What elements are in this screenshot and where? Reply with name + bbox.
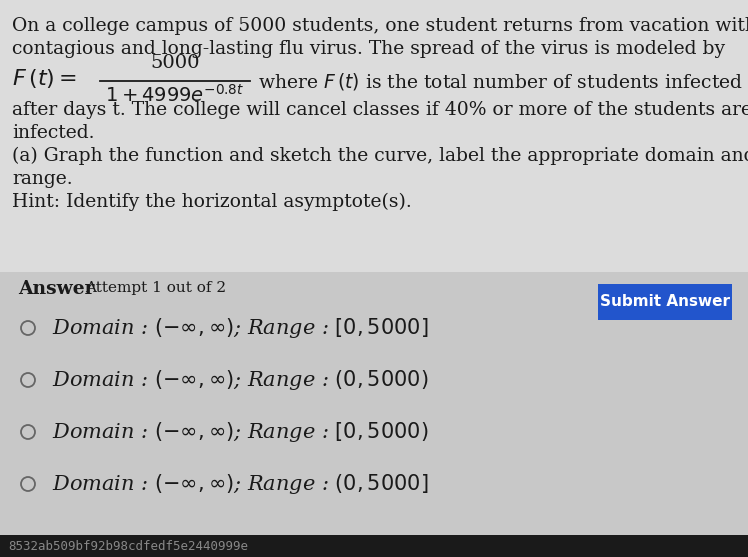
Text: Domain : $(-\infty, \infty)$; Range : $[0, 5000]$: Domain : $(-\infty, \infty)$; Range : $[… <box>52 316 429 340</box>
Text: On a college campus of 5000 students, one student returns from vacation with a: On a college campus of 5000 students, on… <box>12 17 748 35</box>
Text: contagious and long-lasting flu virus. The spread of the virus is modeled by: contagious and long-lasting flu virus. T… <box>12 40 725 58</box>
Text: where $F\,(t)$ is the total number of students infected: where $F\,(t)$ is the total number of st… <box>258 71 743 91</box>
Text: Answer: Answer <box>18 280 94 298</box>
FancyBboxPatch shape <box>0 535 748 557</box>
Text: $F\,(t) =$: $F\,(t) =$ <box>12 67 77 90</box>
Text: Domain : $(-\infty, \infty)$; Range : $(0, 5000]$: Domain : $(-\infty, \infty)$; Range : $(… <box>52 472 429 496</box>
Text: 5000: 5000 <box>150 54 200 72</box>
FancyBboxPatch shape <box>598 284 732 320</box>
Text: infected.: infected. <box>12 124 94 142</box>
Text: after days t. The college will cancel classes if 40% or more of the students are: after days t. The college will cancel cl… <box>12 101 748 119</box>
Text: range.: range. <box>12 170 73 188</box>
Text: Domain : $(-\infty, \infty)$; Range : $(0, 5000)$: Domain : $(-\infty, \infty)$; Range : $(… <box>52 368 429 392</box>
Text: Attempt 1 out of 2: Attempt 1 out of 2 <box>85 281 226 295</box>
FancyBboxPatch shape <box>0 272 748 557</box>
Text: (a) Graph the function and sketch the curve, label the appropriate domain and: (a) Graph the function and sketch the cu… <box>12 147 748 165</box>
Text: Domain : $(-\infty, \infty)$; Range : $[0, 5000)$: Domain : $(-\infty, \infty)$; Range : $[… <box>52 420 429 444</box>
Text: Submit Answer: Submit Answer <box>600 295 730 310</box>
FancyBboxPatch shape <box>0 0 748 272</box>
Text: 8532ab509bf92b98cdfedf5e2440999e: 8532ab509bf92b98cdfedf5e2440999e <box>8 540 248 553</box>
Text: Hint: Identify the horizontal asymptote(s).: Hint: Identify the horizontal asymptote(… <box>12 193 411 211</box>
Text: $1 + 4999e^{-0.8t}$: $1 + 4999e^{-0.8t}$ <box>105 84 245 106</box>
